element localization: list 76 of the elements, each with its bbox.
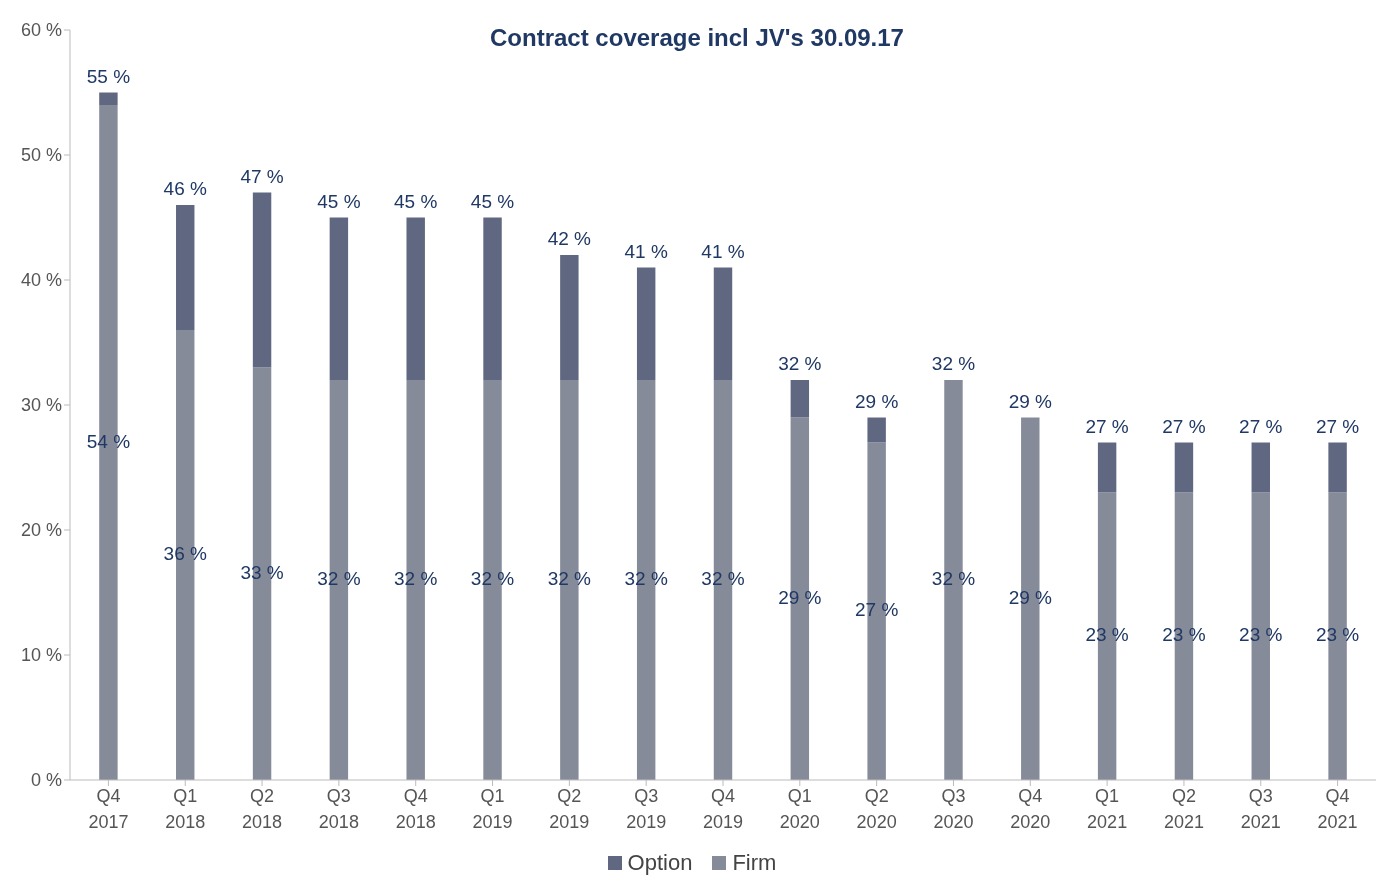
data-label: 23 % xyxy=(1085,624,1129,646)
x-tick-label: Q1 2018 xyxy=(165,786,206,832)
data-label: 23 % xyxy=(1315,624,1360,646)
data-label: 23 % xyxy=(1239,624,1283,646)
data-label: 27 % xyxy=(854,599,899,621)
x-tick-label: Q4 2018 xyxy=(395,786,436,832)
x-tick-label: Q3 2021 xyxy=(1240,786,1281,832)
data-label: 33 % xyxy=(240,561,284,583)
x-tick-label: Q4 2020 xyxy=(1010,786,1051,832)
data-label: 36 % xyxy=(163,543,207,565)
data-label: 32 % xyxy=(931,568,976,590)
data-label: 32 % xyxy=(394,568,438,590)
bar xyxy=(790,380,810,418)
y-tick-label: 0 % xyxy=(30,770,62,791)
total-label: 42 % xyxy=(547,228,592,249)
x-tick-label: Q1 2021 xyxy=(1087,786,1128,832)
bar xyxy=(406,217,425,380)
data-label: 23 % xyxy=(1162,624,1206,646)
total-label: 27 % xyxy=(1315,415,1360,437)
x-tick-label: Q2 2020 xyxy=(856,786,897,832)
bar xyxy=(636,267,656,380)
legend-label: Firm xyxy=(731,850,777,876)
data-label: 32 % xyxy=(624,568,668,590)
bar xyxy=(1251,442,1270,493)
x-tick-label: Q4 2021 xyxy=(1317,786,1358,832)
bar xyxy=(1328,442,1347,493)
total-label: 45 % xyxy=(470,190,515,212)
bar xyxy=(252,192,272,368)
y-tick-label: 10 % xyxy=(20,645,62,666)
x-tick-label: Q3 2020 xyxy=(933,786,974,832)
total-label: 27 % xyxy=(1239,415,1283,437)
total-label: 29 % xyxy=(854,390,899,412)
y-tick-label: 30 % xyxy=(20,395,62,416)
data-label: 32 % xyxy=(317,568,361,590)
bar xyxy=(483,217,502,380)
bar xyxy=(1174,442,1194,493)
data-label: 29 % xyxy=(1008,586,1053,608)
data-label: 32 % xyxy=(547,568,592,590)
total-label: 27 % xyxy=(1085,415,1129,437)
legend-label: Option xyxy=(626,850,693,876)
chart-title: Contract coverage incl JV's 30.09.17 xyxy=(490,24,904,51)
x-tick-label: Q3 2018 xyxy=(318,786,359,832)
x-tick-label: Q1 2020 xyxy=(779,786,820,832)
bar xyxy=(1097,442,1117,493)
bar xyxy=(99,92,118,105)
total-label: 41 % xyxy=(701,240,745,262)
y-tick-label: 40 % xyxy=(20,270,62,291)
total-label: 32 % xyxy=(931,353,976,374)
y-tick-label: 50 % xyxy=(20,145,62,166)
x-tick-label: Q4 2019 xyxy=(702,786,744,832)
total-label: 45 % xyxy=(394,190,438,212)
bar xyxy=(713,267,733,380)
bar xyxy=(176,205,195,330)
total-label: 55 % xyxy=(86,65,131,87)
total-label: 29 % xyxy=(1008,390,1053,412)
total-label: 46 % xyxy=(163,178,207,199)
data-label: 32 % xyxy=(701,568,745,590)
x-tick-label: Q2 2019 xyxy=(549,786,590,832)
y-tick-label: 60 % xyxy=(20,20,62,41)
total-label: 47 % xyxy=(240,165,284,187)
x-tick-label: Q3 2019 xyxy=(626,786,667,832)
total-label: 45 % xyxy=(317,190,361,212)
y-tick-label: 20 % xyxy=(20,520,62,541)
bar xyxy=(867,417,886,443)
x-tick-label: Q4 2017 xyxy=(88,786,129,832)
data-label: 54 % xyxy=(86,430,131,452)
data-label: 32 % xyxy=(470,568,515,590)
total-label: 27 % xyxy=(1162,415,1206,437)
total-label: 41 % xyxy=(624,240,668,262)
x-tick-label: Q1 2019 xyxy=(472,786,513,832)
x-tick-label: Q2 2018 xyxy=(242,786,283,832)
total-label: 32 % xyxy=(778,353,822,374)
x-tick-label: Q2 2021 xyxy=(1163,786,1204,832)
bar xyxy=(560,255,579,380)
data-label: 29 % xyxy=(778,586,822,608)
bar xyxy=(329,217,349,380)
